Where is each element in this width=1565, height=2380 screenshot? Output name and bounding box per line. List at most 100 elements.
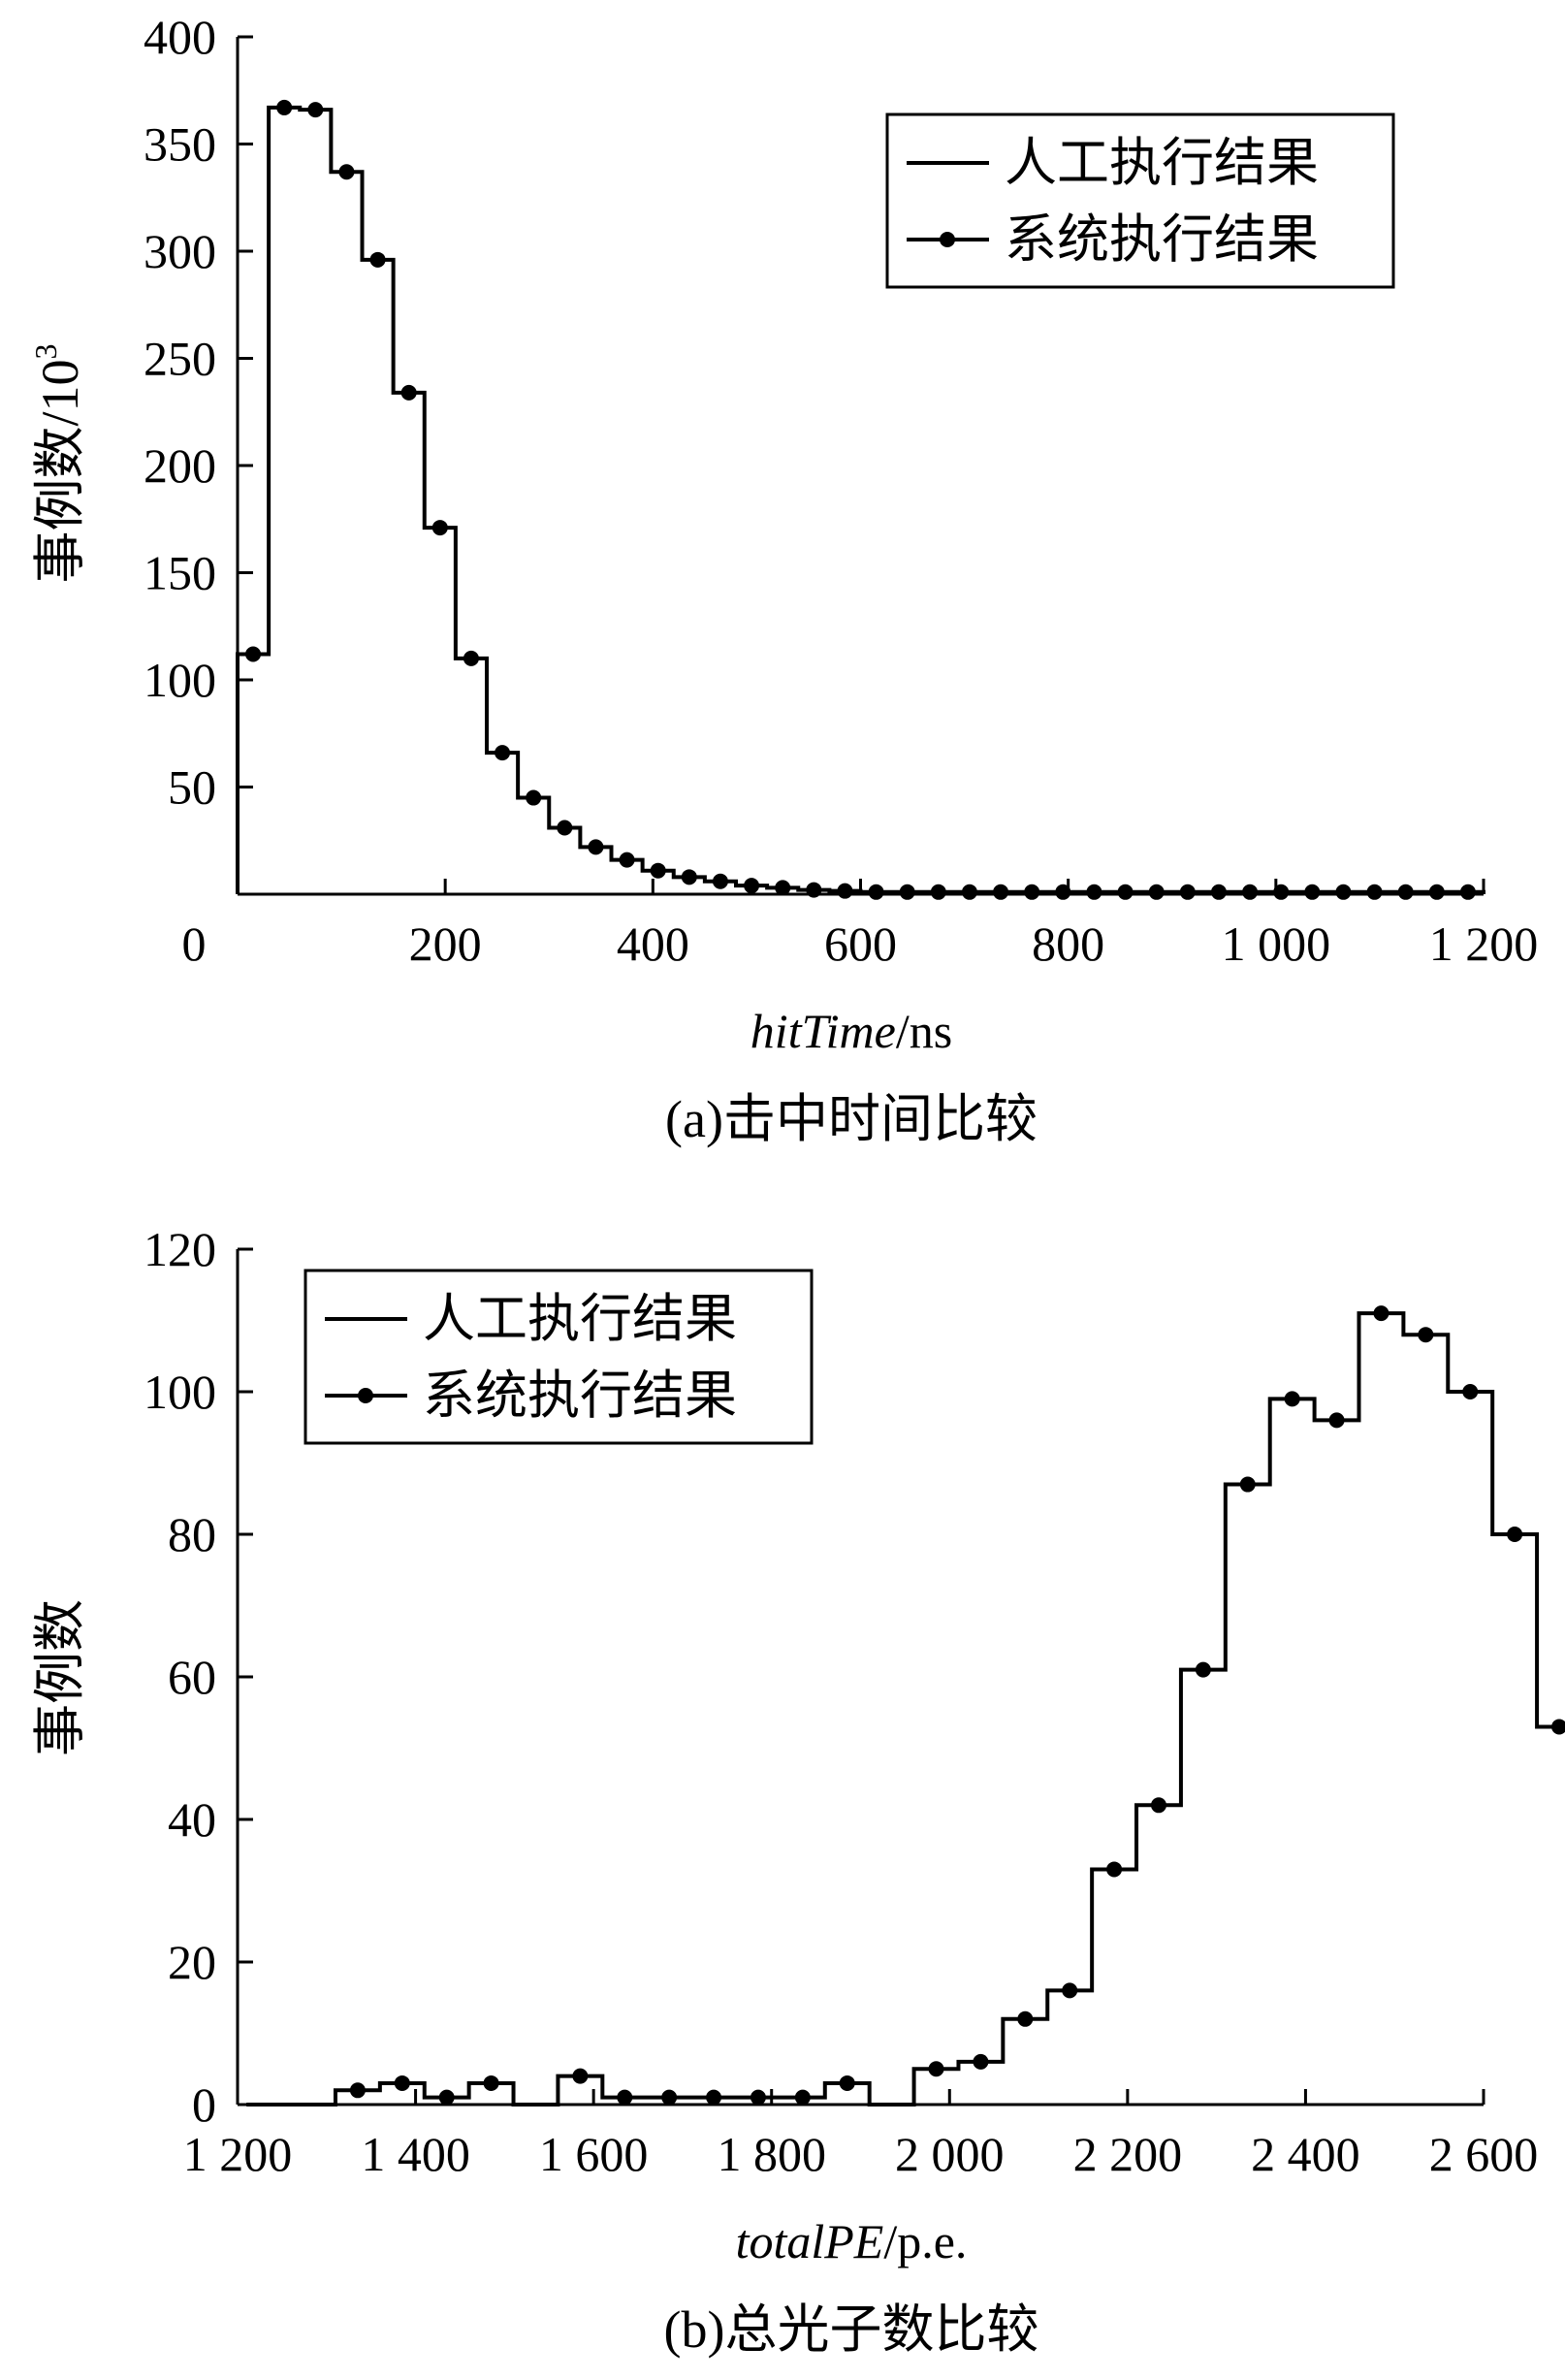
data-point [619,852,635,868]
data-point [1148,884,1165,900]
data-point [1195,1661,1211,1678]
data-point [307,102,324,118]
y-tick-label: 60 [168,1650,216,1704]
data-point [973,2053,989,2070]
legend-label-system: 系统执行结果 [1005,210,1319,269]
x-tick-label: 1 200 [1429,917,1539,971]
x-tick-label: 200 [409,917,482,971]
data-point [930,884,946,900]
y-tick-label: 100 [144,653,216,707]
data-point [744,878,760,894]
data-point [1179,884,1196,900]
chart-totalpe: 0 20 40 60 80 100 120 1 200 1 400 1 600 1 800 2 00… [31,1222,1565,2359]
series-markers-system [245,99,1476,900]
data-point [1150,1797,1166,1814]
y-tick-label: 300 [144,224,216,278]
data-point [338,164,355,180]
data-point [1242,884,1259,900]
x-axis-ticks: 1 200 1 400 1 600 1 800 2 000 2 200 2 400 2 600 [183,2089,1539,2181]
data-point [750,2089,766,2106]
y-tick-label: 40 [168,1792,216,1847]
data-point [526,789,542,806]
data-point [661,2089,678,2106]
data-point [369,251,386,268]
data-point [775,880,791,896]
x-tick-label: 800 [1032,917,1104,971]
chart-hittime: 50 100 150 200 250 300 350 400 0 200 400 600 800 1 0… [28,10,1538,1148]
y-axis-label: 事例数/103 [28,343,89,583]
data-point [1418,1327,1434,1343]
x-axis-label: totalPE/p.e. [736,2214,968,2268]
data-point [588,839,604,855]
y-tick-label: 200 [144,438,216,493]
data-point [899,884,915,900]
y-tick-label: 350 [144,117,216,172]
legend-marker-system [940,232,955,247]
legend-label-manual: 人工执行结果 [1005,134,1319,192]
plot-frame [236,37,1484,896]
x-tick-label: 1 200 [183,2127,293,2181]
data-point [993,884,1009,900]
x-tick-label: 2 200 [1073,2127,1183,2181]
data-point [1462,1384,1479,1399]
data-point [1304,884,1321,900]
data-point [1335,884,1352,900]
data-point [349,2082,366,2099]
y-axis-ticks: 0 20 40 60 80 100 120 [144,1222,253,2132]
data-point [839,2074,855,2091]
series-markers-system [349,1305,1565,2106]
x-tick-label: 600 [824,917,897,971]
data-point [400,384,417,401]
x-tick-label: 1 400 [361,2127,470,2181]
data-point [1239,1476,1256,1493]
data-point [1328,1412,1345,1429]
legend-marker-system [358,1388,373,1403]
x-tick-label: 0 [182,917,207,971]
chart-caption: (a)击中时间比较 [665,1090,1038,1148]
x-tick-label: 400 [617,917,689,971]
legend-label-manual: 人工执行结果 [423,1290,737,1348]
x-axis-ticks: 0 200 400 600 800 1 000 1 200 [182,879,1539,971]
x-tick-label: 2 400 [1251,2127,1360,2181]
data-point [650,862,666,879]
y-tick-label: 120 [144,1222,216,1276]
data-point [837,883,853,899]
data-point [1086,884,1102,900]
legend: 人工执行结果 系统执行结果 [303,1269,814,1445]
data-point [1024,884,1040,900]
y-tick-label: 0 [192,2077,216,2132]
data-point [868,884,884,900]
x-tick-label: 2 600 [1429,2127,1539,2181]
data-point [1017,2010,1034,2027]
data-point [712,873,728,889]
data-point [1117,884,1134,900]
data-point [794,2089,811,2106]
y-tick-label: 150 [144,546,216,600]
data-point [1210,884,1227,900]
y-tick-label: 50 [168,760,216,815]
chart-caption: (b)总光子数比较 [664,2300,1039,2359]
data-point [245,646,262,662]
data-point [1551,1719,1565,1735]
data-point [572,2068,589,2084]
data-point [1459,884,1476,900]
data-point [928,2061,944,2077]
y-tick-label: 20 [168,1935,216,1989]
data-point [1284,1391,1300,1407]
data-point [706,2089,722,2106]
data-point [1397,884,1414,900]
y-tick-label: 250 [144,332,216,386]
y-axis-label: 事例数 [31,1599,89,1756]
x-tick-label: 1 000 [1222,917,1331,971]
y-tick-label: 80 [168,1507,216,1561]
data-point [1366,884,1383,900]
data-point [431,520,448,536]
data-point [463,650,479,666]
data-point [1106,1861,1123,1878]
data-point [617,2089,633,2106]
plot-frame [236,1249,1484,2107]
data-point [1507,1527,1523,1542]
x-axis-label: hitTime/ns [751,1004,952,1058]
data-point [1428,884,1445,900]
